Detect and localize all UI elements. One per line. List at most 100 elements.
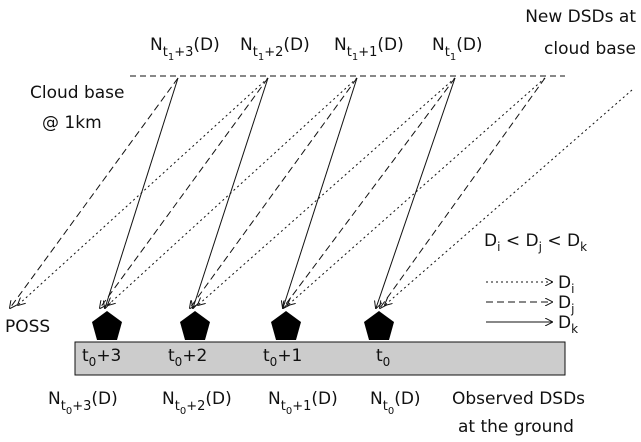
text-part: 0 [388,406,394,417]
text-part: t [281,399,286,414]
text-part: D [567,231,580,251]
label: at the ground [458,417,574,437]
text-part: < [542,231,567,251]
text-part: 0 [89,355,97,369]
text-part: N [334,35,347,55]
arrow [108,77,358,305]
dsd-label: Nt1+3(D) [150,35,220,63]
text-part: (D) [456,35,482,55]
text-part: t [82,346,89,366]
text-part: 0 [270,355,278,369]
label: POSS [5,317,50,337]
text-part: (D) [283,35,309,55]
dsd-label: Nt1(D) [432,35,483,63]
text-part: 1 [258,52,264,63]
text-part: j [538,240,542,254]
text-part: t [376,346,383,366]
text-part: t [61,399,66,414]
text-part: k [571,322,578,336]
text-part: N [240,35,253,55]
text-part: k [580,240,587,254]
text-part: t [263,346,270,366]
arrows [10,77,633,308]
text-part: +2 [264,45,283,60]
text-part: D [526,231,539,251]
text-part: 0 [66,406,72,417]
legend-text: Dk [558,313,578,336]
poss-icons [92,311,394,340]
time-label: t0+1 [263,346,302,369]
text-part: +3 [72,399,91,414]
text-part: (D) [377,35,403,55]
text-part: N [162,389,175,409]
text-part: N [432,35,445,55]
label: @ 1km [42,113,102,133]
text-part: +2 [182,346,207,366]
arrow [198,77,456,305]
text-part: N [370,389,383,409]
arrow [100,77,269,308]
text-part: t [445,45,450,60]
text-part: D [558,313,571,333]
dsd-label: Nt1+1(D) [334,35,404,63]
text-part: t [383,399,388,414]
text-part: t [347,45,352,60]
label: cloud base [544,39,636,59]
text-part: (D) [91,389,117,409]
text-part: (D) [193,35,219,55]
text-part: N [48,389,61,409]
text-part: (D) [394,389,420,409]
text-part: t [163,45,168,60]
legend-relation: Di < Dj < Dk [484,231,587,254]
text-part: 1 [168,52,174,63]
text-part: D [484,231,497,251]
arrow [18,77,269,305]
text-part: 0 [175,355,183,369]
text-part: 0 [180,406,186,417]
time-label: t0 [376,346,390,369]
arrow [190,77,358,308]
text-part: +3 [174,45,193,60]
text-part: N [150,35,163,55]
text-part: D [558,273,571,293]
text-part: +1 [277,346,302,366]
label: Observed DSDs [452,389,585,409]
poss-icon [271,311,301,340]
arrow [283,77,358,308]
arrow [283,77,456,308]
text-part: 0 [383,355,391,369]
text-part: 1 [352,52,358,63]
text-part: t [175,399,180,414]
poss-icon [92,311,122,340]
text-part: t [168,346,175,366]
text-part: 1 [450,52,456,63]
text-part: 0 [286,406,292,417]
text-part: (D) [205,389,231,409]
text-part: t [253,45,258,60]
text-part: < [500,231,525,251]
text-part: D [558,293,571,313]
arrow [380,77,546,308]
dsd-label: Nt1+2(D) [240,35,310,63]
legend-text: Di [558,273,574,296]
text-part: +1 [358,45,377,60]
time-label: t0+2 [168,346,207,369]
poss-icon [180,311,210,340]
text-part: +2 [186,399,205,414]
text-part: +1 [292,399,311,414]
label: New DSDs at [525,7,636,27]
label: Cloud base [30,83,125,103]
dsd-label: Nt0+3(D) [48,389,118,417]
legend-text: Dj [558,293,574,316]
dsd-label: Nt0+1(D) [268,389,338,417]
dsd-label: Nt0(D) [370,389,421,417]
arrow [10,77,179,308]
text-part: (D) [311,389,337,409]
time-label: t0+3 [82,346,121,369]
text-part: j [570,302,574,316]
arrow [376,77,456,308]
dsd-label: Nt0+2(D) [162,389,232,417]
poss-icon [364,311,394,340]
